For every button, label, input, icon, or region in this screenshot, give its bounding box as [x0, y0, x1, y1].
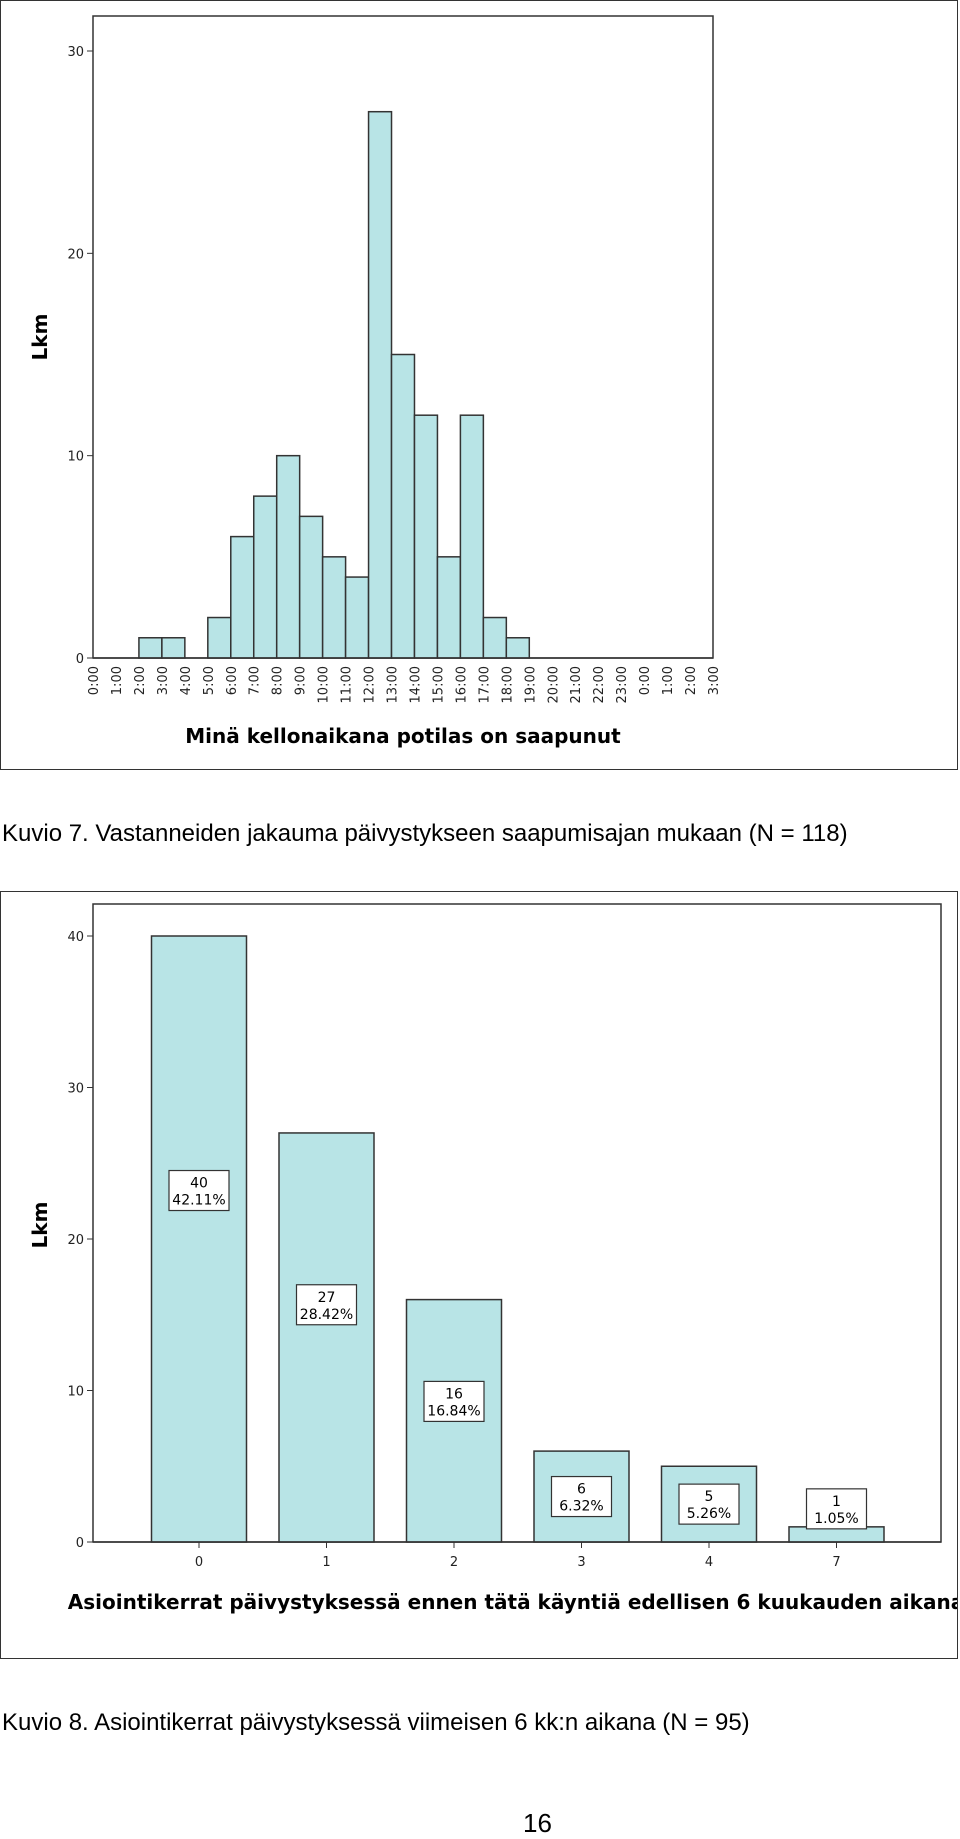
- histogram-arrival-time: 0 10 20 30 Lkm 0:00 1:00 2:00 3:00 4:00 5:00 6:00 7:…: [28, 15, 722, 748]
- data-label-count: 6: [577, 1482, 586, 1498]
- x-tick-label: 1:00: [110, 666, 125, 695]
- data-label-count: 27: [318, 1290, 336, 1306]
- bar: [459, 414, 485, 659]
- x-tick-label: 4: [705, 1555, 713, 1570]
- data-label-percent: 5.26%: [687, 1506, 731, 1522]
- y-axis-title: Lkm: [28, 1202, 52, 1249]
- x-axis-title: Asiointikerrat päivystyksessä ennen tätä…: [68, 1590, 957, 1614]
- data-label-box: [423, 1380, 485, 1423]
- bar-chart-visits: 010203040Lkm04042.11%12728.42%21616.84%3…: [28, 903, 957, 1614]
- x-tick-label: 1:00: [661, 666, 676, 695]
- bar: [161, 637, 186, 659]
- x-tick-label: 13:00: [386, 666, 401, 703]
- bar: [344, 576, 370, 659]
- x-tick-label: 0:00: [87, 666, 102, 695]
- x-tick-label: 20:00: [546, 666, 561, 703]
- bar: [150, 935, 248, 1543]
- bar: [298, 515, 324, 659]
- data-label-percent: 42.11%: [172, 1193, 225, 1209]
- x-tick-label: 18:00: [500, 666, 515, 703]
- figure-7-caption: Kuvio 7. Vastanneiden jakauma päivystyks…: [2, 820, 848, 847]
- y-tick-label: 40: [67, 930, 84, 945]
- bar: [482, 616, 508, 659]
- bar: [138, 637, 163, 659]
- x-tick-label: 6:00: [225, 666, 240, 695]
- x-tick-label: 19:00: [523, 666, 538, 703]
- x-tick-label: 4:00: [179, 666, 194, 695]
- data-label-percent: 1.05%: [814, 1511, 858, 1527]
- x-tick-label: 7:00: [248, 666, 263, 695]
- x-tick-label: 3:00: [707, 666, 722, 695]
- x-axis-title: Minä kellonaikana potilas on saapunut: [185, 724, 621, 748]
- y-tick-label: 0: [76, 1536, 84, 1551]
- y-tick-label: 20: [67, 1233, 84, 1248]
- bar: [436, 556, 462, 659]
- bar: [207, 616, 232, 659]
- y-axis-title: Lkm: [28, 314, 52, 361]
- x-tick-label: 8:00: [271, 666, 286, 695]
- data-label-count: 5: [705, 1489, 714, 1505]
- x-tick-label: 5:00: [202, 666, 217, 695]
- data-label-box: [550, 1475, 613, 1518]
- bar: [505, 637, 531, 659]
- data-label-count: 16: [445, 1386, 463, 1402]
- x-tick-label: 21:00: [569, 666, 584, 703]
- data-label-box: [805, 1488, 868, 1530]
- y-tick-label: 10: [67, 450, 84, 465]
- bar: [278, 1132, 375, 1543]
- y-tick-label: 30: [67, 1082, 84, 1097]
- bar: [321, 556, 347, 659]
- x-tick-label: 16:00: [454, 666, 469, 703]
- x-tick-label: 2:00: [684, 666, 699, 695]
- bar: [252, 495, 278, 659]
- y-tick-label: 30: [67, 45, 84, 60]
- x-tick-label: 15:00: [431, 666, 446, 703]
- x-tick-label: 10:00: [317, 666, 332, 703]
- page-number: 16: [523, 1808, 552, 1838]
- x-tick-label: 3: [577, 1555, 585, 1570]
- data-label-percent: 16.84%: [427, 1403, 480, 1419]
- x-tick-label: 11:00: [340, 666, 355, 703]
- bar: [230, 535, 255, 659]
- x-tick-label: 23:00: [615, 666, 630, 703]
- bar: [367, 110, 393, 659]
- figure-8-caption: Kuvio 8. Asiointikerrat päivystyksessä v…: [2, 1709, 750, 1736]
- x-tick-label: 0: [195, 1555, 203, 1570]
- bar: [275, 454, 301, 659]
- x-tick-label: 1: [322, 1555, 330, 1570]
- data-label-box: [295, 1284, 358, 1326]
- bar: [390, 353, 416, 659]
- data-label-count: 1: [832, 1494, 841, 1510]
- data-label-percent: 6.32%: [559, 1499, 603, 1515]
- bar: [413, 414, 439, 659]
- x-tick-label: 9:00: [294, 666, 309, 695]
- y-tick-label: 10: [67, 1385, 84, 1400]
- y-tick-label: 0: [76, 652, 84, 667]
- x-tick-label: 2:00: [133, 666, 148, 695]
- data-label-percent: 28.42%: [300, 1307, 353, 1323]
- data-label-box: [678, 1483, 740, 1525]
- y-tick-label: 20: [67, 247, 84, 262]
- x-tick-label: 22:00: [592, 666, 607, 703]
- x-tick-label: 17:00: [477, 666, 492, 703]
- x-tick-label: 14:00: [408, 666, 423, 703]
- chart-7-frame: 0 10 20 30 Lkm 0:00 1:00 2:00 3:00 4:00 5:00 6:00 7:…: [0, 0, 958, 770]
- data-label-box: [168, 1169, 230, 1212]
- x-tick-label: 0:00: [638, 666, 653, 695]
- x-tick-label: 7: [832, 1555, 840, 1570]
- x-tick-label: 12:00: [363, 666, 378, 703]
- x-tick-label: 2: [450, 1555, 458, 1570]
- x-tick-label: 3:00: [156, 666, 171, 695]
- chart-8-frame: 0 10 20 30 40 Lkm 0 40 42.11% 1 27 28.42% 2 16 16.84% 3…: [0, 891, 958, 1659]
- data-label-count: 40: [190, 1176, 208, 1192]
